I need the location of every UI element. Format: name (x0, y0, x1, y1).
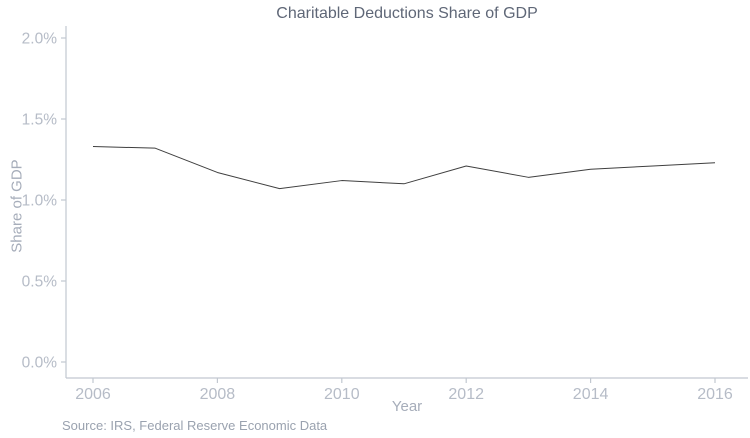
y-tick-label: 1.0% (22, 193, 58, 210)
data-line-series (92, 146, 716, 190)
source-note: Source: IRS, Federal Reserve Economic Da… (62, 418, 328, 433)
y-tick-label: 0.5% (22, 274, 58, 291)
x-axis-title: Year (391, 398, 423, 415)
y-tick-label: 1.5% (22, 112, 58, 129)
y-tick-label: 2.0% (22, 31, 58, 48)
x-tick-label: 2014 (573, 386, 609, 403)
x-tick-label: 2006 (75, 386, 111, 403)
x-tick-label: 2008 (200, 386, 236, 403)
x-tick-label: 2010 (324, 386, 360, 403)
x-tick-label: 2012 (448, 386, 484, 403)
x-tick-label: 2016 (697, 386, 733, 403)
y-tick-label: 0.0% (22, 355, 58, 372)
chart-title: Charitable Deductions Share of GDP (276, 5, 538, 22)
